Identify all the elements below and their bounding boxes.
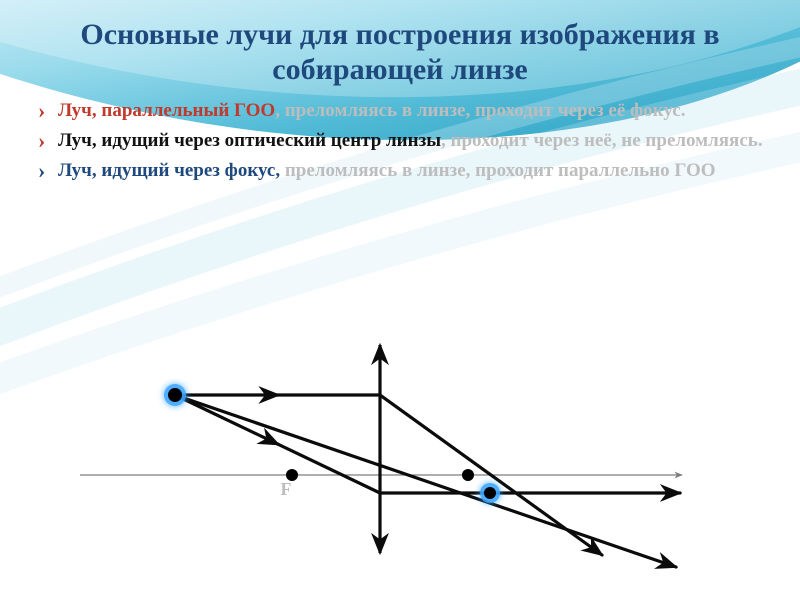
bullet-3: Луч, идущий через фокус, преломляясь в л… [36, 159, 764, 183]
bullet-2: Луч, идущий через оптический центр линзы… [36, 129, 764, 153]
bullet-3-highlight: Луч, идущий через фокус, [58, 160, 285, 181]
bullet-3-rest: преломляясь в линзе, проходит параллельн… [285, 160, 716, 181]
bullet-list: Луч, параллельный ГОО, преломляясь в лин… [36, 99, 764, 182]
bullet-1-rest: , преломляясь в линзе, проходит через её… [275, 100, 685, 121]
slide: Основные лучи для построения изображения… [0, 0, 800, 600]
bullet-2-highlight: Луч, идущий через оптический центр линзы [58, 130, 441, 151]
bullet-1-highlight: Луч, параллельный ГОО [58, 100, 275, 121]
bullet-2-rest: , проходит через неё, не преломляясь. [441, 130, 763, 151]
bullet-1: Луч, параллельный ГОО, преломляясь в лин… [36, 99, 764, 123]
slide-title: Основные лучи для построения изображения… [36, 18, 764, 87]
svg-text:F: F [281, 479, 292, 499]
ray-diagram: F [80, 335, 700, 575]
